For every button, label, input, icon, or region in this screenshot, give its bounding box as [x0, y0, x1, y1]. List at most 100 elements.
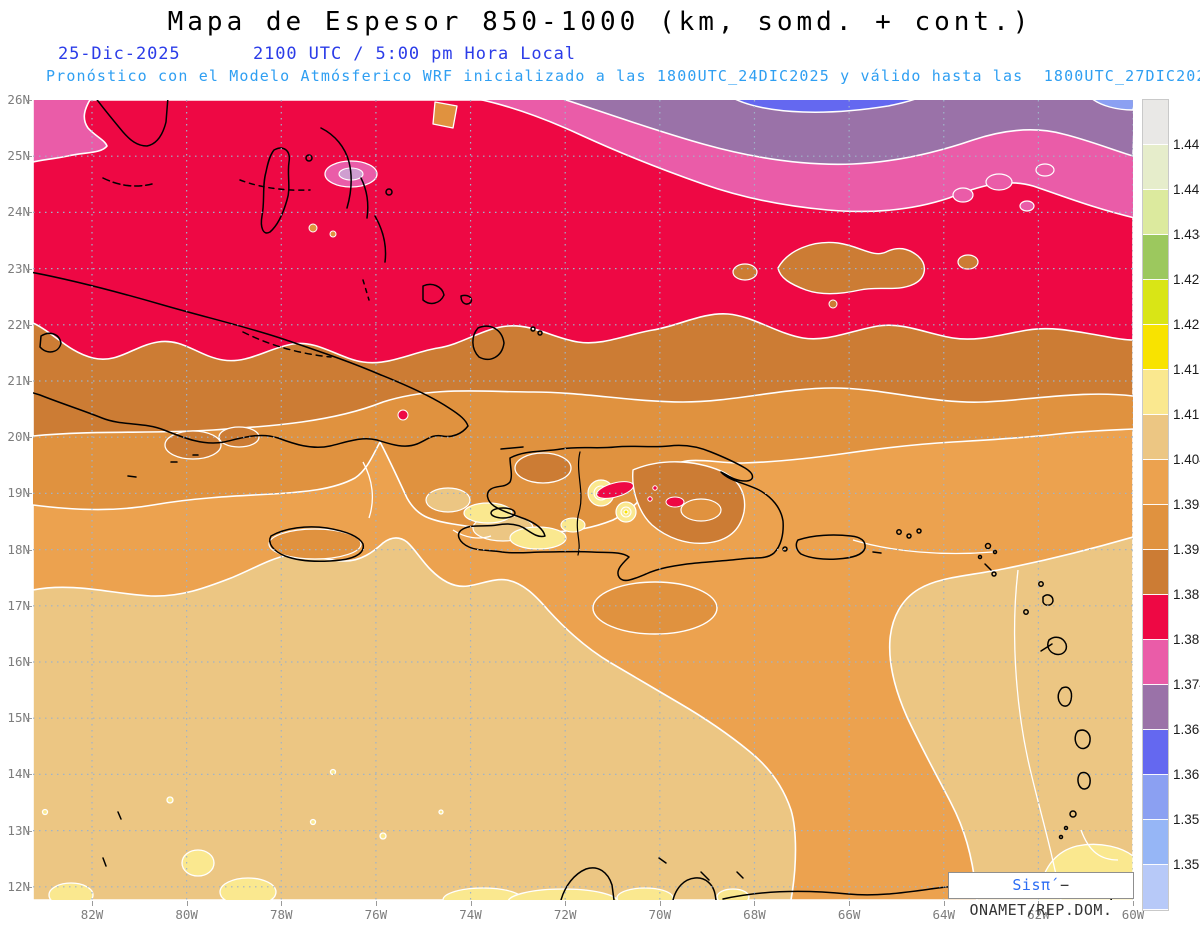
y-axis-label: 16N: [7, 654, 30, 669]
contour-orange-dot: [329, 230, 337, 238]
colorbar-segment: [1143, 415, 1168, 460]
y-axis-tick: [27, 324, 32, 326]
contour-pink-blob: [952, 187, 974, 203]
y-axis-label: 13N: [7, 822, 30, 838]
contour-paleyellow-patch: [463, 502, 513, 524]
florida-keys: [102, 177, 153, 187]
y-axis-tick: [27, 774, 32, 776]
contour-jamaica-pocket: [268, 528, 362, 560]
colorbar-tick-label: 1.38: [1173, 632, 1200, 647]
colorbar-segment: [1143, 640, 1168, 685]
eleuthera: [320, 127, 352, 209]
contour-tan-southwest: [33, 537, 797, 900]
colorbar-segment: [1143, 730, 1168, 775]
contour-ne-corner-cap: [1092, 100, 1133, 111]
colorbar-segment: [1143, 145, 1168, 190]
y-axis-tick: [27, 605, 32, 607]
colorbar-segment: [1143, 235, 1168, 280]
contour-brown-in-red: [957, 254, 979, 270]
colorbar: [1142, 99, 1169, 911]
hispaniola-coast: [457, 444, 784, 582]
colorbar-tick-label: 1.35: [1173, 857, 1200, 872]
x-axis-tick: [565, 901, 567, 906]
x-axis-tick: [375, 901, 377, 906]
x-axis-tick: [943, 901, 945, 906]
y-axis-label: 19N: [7, 485, 30, 501]
colorbar-segment: [1143, 820, 1168, 865]
attribution-box: Sisπ́ − ONAMET/REP.DOM.: [948, 872, 1134, 919]
thickness-map-svg: [33, 100, 1133, 900]
long-island: [374, 215, 387, 263]
colorbar-tick-label: 1.398: [1173, 497, 1200, 512]
x-axis-tick: [849, 901, 851, 906]
x-axis-label: 74W: [459, 907, 482, 922]
sabana-cays: [242, 331, 332, 358]
x-axis-tick: [1038, 901, 1040, 906]
cat-island: [360, 177, 369, 219]
y-axis-label: 15N: [7, 710, 30, 726]
y-axis-label: 23N: [7, 260, 30, 276]
colorbar-segment: [1143, 775, 1168, 820]
y-axis-label: 14N: [7, 766, 30, 782]
colorbar-segment: [1143, 280, 1168, 325]
colorbar-tick-label: 1.41: [1173, 407, 1200, 422]
y-axis-label: 24N: [7, 204, 30, 220]
contour-paleyellow-patch: [560, 517, 586, 533]
thickness-map: [33, 100, 1133, 900]
mayaguana: [460, 294, 473, 305]
colorbar-segment: [1143, 460, 1168, 505]
contour-red-spots: [397, 409, 685, 508]
virgin-islands: [896, 528, 922, 539]
x-axis-label: 62W: [1016, 908, 1060, 922]
turks-island: [537, 330, 543, 336]
contour-tan-patch: [425, 487, 471, 513]
contour-brown-blob: [514, 452, 572, 484]
colorbar-tick-label: 1.428: [1173, 272, 1200, 287]
vieques: [872, 551, 882, 554]
x-axis-label: 60W: [1121, 907, 1145, 922]
y-axis-label: 21N: [7, 373, 30, 388]
abc-islands: [658, 857, 744, 881]
contour-brown-blob: [164, 430, 222, 460]
turks-island: [530, 326, 536, 332]
page-title: Mapa de Espesor 850-1000 (km, somd. + co…: [167, 7, 1033, 37]
y-axis-tick: [27, 156, 32, 158]
contour-pink-nw-corner: [33, 100, 108, 163]
model-run-info: Pronóstico con el Modelo Atmósferico WRF…: [46, 67, 1200, 85]
isla-juventud: [39, 332, 62, 353]
x-axis-tick: [1133, 901, 1135, 906]
y-axis-tick: [27, 830, 32, 832]
sispi-logo: Sisπ́: [1012, 876, 1051, 894]
crooked-acklins: [422, 283, 445, 305]
colorbar-segment: [1143, 190, 1168, 235]
x-axis-tick: [186, 901, 188, 906]
new-providence: [305, 154, 313, 162]
haiti-dr-border: [576, 451, 582, 556]
colorbar-tick-label: 1.362: [1173, 767, 1200, 782]
puerto-rico-coast: [795, 534, 866, 560]
y-axis-tick: [27, 437, 32, 439]
x-axis-label: 66W: [837, 907, 861, 922]
san-salvador: [385, 188, 393, 196]
y-axis-tick: [27, 662, 32, 663]
lat-lon-grid: [33, 100, 1133, 900]
san-andres-providencia: [102, 811, 122, 867]
x-axis-label: 68W: [743, 907, 766, 922]
x-axis-label: 72W: [553, 907, 577, 922]
extra-contour-lines: [362, 461, 1119, 900]
colorbar-tick-label: 1.404: [1173, 452, 1200, 467]
cayman-islands: [127, 454, 199, 478]
x-axis-label: 78W: [269, 907, 293, 922]
colorbar-tick-label: 1.374: [1173, 677, 1200, 692]
colorbar-segment: [1143, 100, 1168, 145]
contour-pink-blob: [985, 173, 1013, 191]
colorbar-tick-label: 1.392: [1173, 542, 1200, 557]
y-axis-tick: [27, 100, 32, 101]
x-axis-label: 70W: [648, 907, 672, 922]
coastlines: [33, 100, 1128, 900]
attribution-source: − ONAMET/REP.DOM.: [969, 876, 1113, 919]
great-inagua: [472, 325, 505, 361]
contour-dark-patch: [680, 498, 722, 522]
colorbar-tick-label: 1.422: [1173, 317, 1200, 332]
x-axis-label: 82W: [80, 907, 104, 922]
